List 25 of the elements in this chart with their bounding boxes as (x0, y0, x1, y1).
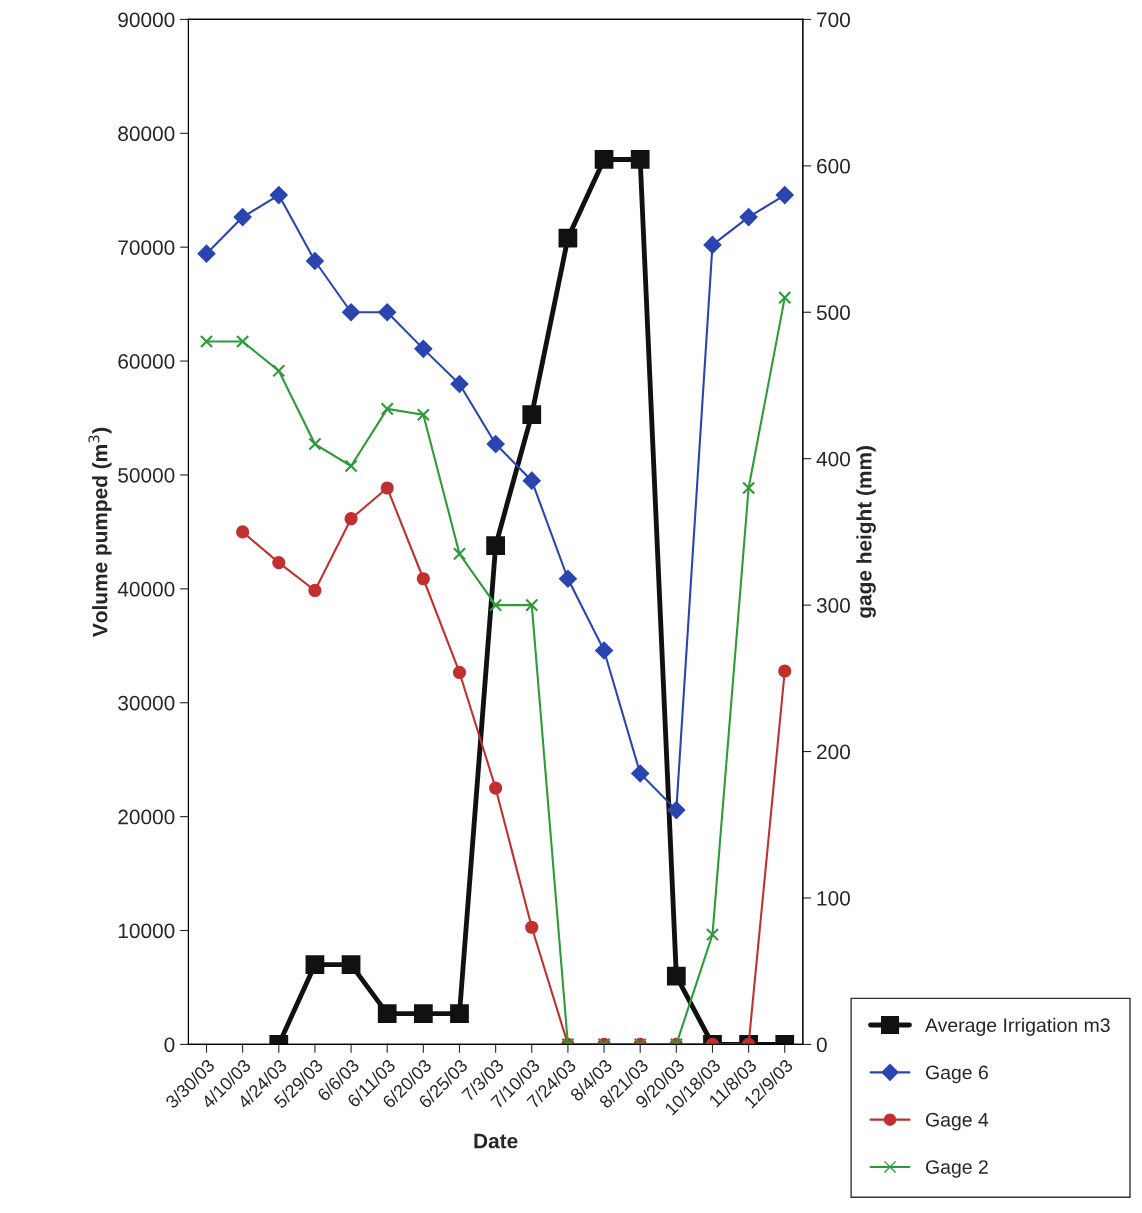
y-tick-label: 20000 (118, 809, 175, 825)
y-tick-label: 50000 (118, 467, 175, 483)
y-tick-label: 70000 (118, 240, 175, 255)
y-tick-label: 10000 (118, 923, 175, 939)
y-tick-label: 0 (164, 1037, 175, 1053)
y-axis-title: Volume pumped (m$^{3}$) (88, 427, 112, 637)
y2-tick-label: 0 (816, 1037, 827, 1053)
y-tick-label: 30000 (118, 695, 175, 711)
legend-label: Average Irrigation m3 (925, 1017, 1110, 1036)
legend-label: Gage 4 (925, 1112, 989, 1131)
x-axis-title: Date (474, 1133, 518, 1149)
y2-axis-title: gage height (mm) (856, 446, 876, 618)
y2-tick-label: 100 (817, 890, 850, 906)
legend-label: Gage 2 (925, 1160, 988, 1178)
y2-tick-label: 500 (816, 305, 850, 321)
y-tick-label: 60000 (118, 354, 175, 369)
y2-tick-label: 300 (816, 598, 850, 613)
y2-tick-label: 400 (816, 451, 850, 467)
y2-tick-label: 200 (817, 744, 850, 760)
y2-tick-label: 700 (817, 12, 850, 28)
y-tick-label: 80000 (118, 126, 175, 142)
y-tick-label: 90000 (118, 12, 175, 28)
legend-label: Gage 6 (925, 1065, 988, 1084)
y-tick-label: 40000 (117, 581, 175, 597)
y2-tick-label: 600 (817, 158, 850, 174)
